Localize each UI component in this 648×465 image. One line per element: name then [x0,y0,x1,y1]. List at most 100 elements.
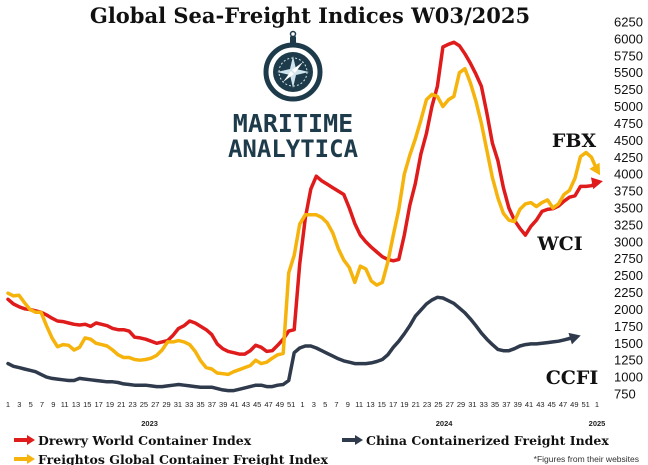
series-line-ccfi [6,295,577,393]
chart-title: Global Sea-Freight Indices W03/2025 [90,3,530,28]
y-tick-label: 1000 [614,370,643,385]
x-tick-label: 33 [185,400,193,409]
x-tick-label: 9 [346,400,350,409]
x-tick-label: 37 [208,400,216,409]
y-tick-label: 4750 [614,116,643,131]
x-tick-label: 3 [17,400,21,409]
compass-icon [263,30,323,102]
x-tick-label: 9 [51,400,55,409]
x-tick-label: 23 [423,400,431,409]
legend-label-ccfi: China Containerized Freight Index [366,433,609,448]
x-tick-label: 41 [230,400,238,409]
y-tick-label: 2750 [614,251,643,266]
series-arrow-ccfi [568,332,581,345]
x-tick-label: 13 [72,400,80,409]
series-tag-wci: WCI [536,233,582,255]
x-tick-label: 27 [151,400,159,409]
y-tick-label: 750 [614,387,636,402]
x-tick-label: 13 [366,400,374,409]
source-note: *Figures from their websites [534,454,639,464]
x-tick-label: 5 [323,400,327,409]
series-line-fbx [6,66,599,377]
y-tick-label: 4500 [614,133,643,148]
y-tick-label: 3750 [614,184,643,199]
y-tick-label: 5000 [614,99,643,114]
logo-line-1: MARITIME [233,109,353,138]
y-tick-label: 1500 [614,336,643,351]
x-tick-label: 1 [595,400,599,409]
legend-item-wci: Drewry World Container Index [14,433,252,448]
year-label: 2025 [589,419,606,428]
x-tick-label: 17 [389,400,397,409]
x-tick-label: 21 [117,400,125,409]
x-tick-label: 45 [253,400,261,409]
x-tick-label: 7 [40,400,44,409]
legend: Drewry World Container Index China Conta… [14,433,639,465]
x-tick-label: 25 [140,400,148,409]
x-tick-label: 39 [514,400,522,409]
y-tick-label: 2000 [614,302,643,317]
x-axis: 1 3 5 7 9 11 13 15 17 19 21 23 25 27 29 31 33 35 37 39 41 43 4… [6,400,605,428]
y-tick-label: 2500 [614,268,643,283]
x-tick-label: 41 [525,400,533,409]
x-tick-label: 17 [94,400,102,409]
x-tick-label: 25 [434,400,442,409]
y-tick-label: 1250 [614,353,643,368]
y-tick-label: 3500 [614,201,643,216]
x-tick-label: 27 [446,400,454,409]
x-tick-label: 35 [491,400,499,409]
legend-item-ccfi: China Containerized Freight Index [342,433,609,448]
y-tick-label: 3250 [614,217,643,232]
x-tick-label: 51 [582,400,590,409]
x-tick-label: 31 [174,400,182,409]
legend-label-wci: Drewry World Container Index [38,433,252,448]
x-tick-label: 15 [378,400,386,409]
x-tick-label: 19 [400,400,408,409]
y-tick-label: 2250 [614,285,643,300]
x-tick-label: 29 [457,400,465,409]
x-tick-label: 1 [6,400,10,409]
x-tick-label: 43 [242,400,250,409]
x-tick-label: 47 [264,400,272,409]
y-tick-label: 3000 [614,234,643,249]
x-tick-label: 15 [83,400,91,409]
y-tick-label: 5750 [614,48,643,63]
series-line-wci [6,40,599,356]
legend-label-fbx: Freightos Global Container Freight Index [38,452,328,465]
x-tick-label: 39 [219,400,227,409]
x-tick-label: 49 [276,400,284,409]
x-tick-label: 31 [468,400,476,409]
year-label: 2023 [141,419,158,428]
y-tick-label: 1750 [614,319,643,334]
x-tick-label: 11 [355,400,363,409]
x-tick-label: 45 [548,400,556,409]
x-tick-label: 37 [502,400,510,409]
x-tick-label: 51 [287,400,295,409]
year-label: 2024 [436,419,454,428]
x-tick-label: 19 [106,400,114,409]
x-tick-label: 5 [29,400,33,409]
x-tick-label: 21 [412,400,420,409]
series-arrow-wci [590,177,603,190]
series-arrow-fbx [589,162,601,176]
series-tag-fbx: FBX [552,130,597,152]
x-tick-label: 35 [196,400,204,409]
y-tick-label: 5500 [614,65,643,80]
y-tick-label: 4000 [614,167,643,182]
x-tick-label: 23 [128,400,136,409]
x-tick-label: 29 [162,400,170,409]
x-tick-label: 7 [334,400,338,409]
y-tick-label: 5250 [614,82,643,97]
x-tick-label: 43 [536,400,544,409]
x-tick-label: 49 [570,400,578,409]
x-tick-label: 3 [312,400,316,409]
logo-line-2: ANALYTICA [228,135,359,163]
y-tick-label: 6250 [614,15,643,30]
series-tag-ccfi: CCFI [546,367,599,389]
x-tick-label: 33 [480,400,488,409]
maritime-analytica-logo: MARITIME ANALYTICA [228,30,359,163]
series-lines [6,40,603,393]
y-tick-label: 4250 [614,150,643,165]
